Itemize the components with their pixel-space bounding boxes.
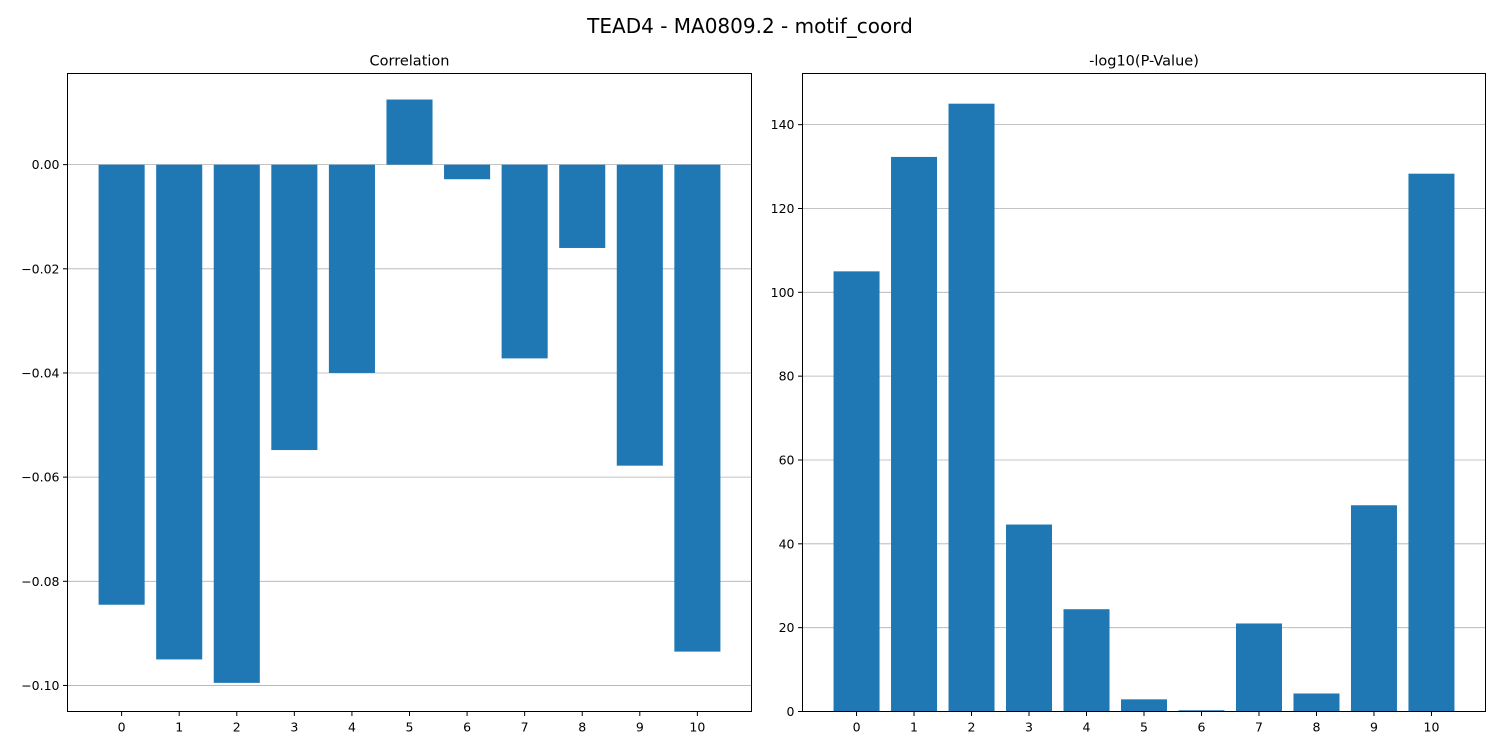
pvalue-ytick-label: 20 — [779, 620, 795, 635]
correlation-xtick-label: 4 — [348, 720, 356, 735]
pvalue-bar-4 — [1063, 609, 1110, 712]
pvalue-bar-9 — [1350, 505, 1397, 712]
correlation-panel: 0.00 −0.02 −0.04 −0.06 −0.08 −0.10 0 1 2 3 4 5 6 7 8 9 1… — [21, 54, 752, 735]
correlation-ytick-label: −0.08 — [21, 574, 59, 589]
pvalue-xtick-label: 0 — [853, 720, 861, 735]
pvalue-ytick-label: 0 — [787, 704, 795, 719]
pvalue-xtick-label: 10 — [1424, 720, 1440, 735]
pvalue-xtick-label: 2 — [968, 720, 976, 735]
correlation-bar-4 — [328, 164, 375, 373]
figure-title: TEAD4 - MA0809.2 - motif_coord — [586, 14, 913, 38]
correlation-ytick-label: −0.06 — [21, 470, 59, 485]
correlation-bar-0 — [98, 164, 145, 605]
pvalue-ytick-label: 40 — [779, 536, 795, 551]
pvalue-xtick-label: 1 — [910, 720, 918, 735]
correlation-bar-7 — [501, 164, 548, 359]
pvalue-ytick-label: 140 — [771, 117, 795, 132]
correlation-bar-1 — [156, 164, 203, 660]
correlation-ytick-label: −0.04 — [21, 365, 59, 380]
pvalue-ytick-label: 60 — [779, 452, 795, 467]
correlation-xtick-label: 6 — [463, 720, 471, 735]
correlation-ytick-label: 0.00 — [32, 157, 60, 172]
correlation-xtick-label: 3 — [290, 720, 298, 735]
correlation-ytick-label: −0.10 — [21, 678, 59, 693]
correlation-ytick-label: −0.02 — [21, 261, 59, 276]
pvalue-bar-6 — [1178, 710, 1225, 712]
correlation-bar-5 — [386, 99, 433, 165]
pvalue-bar-0 — [833, 271, 880, 712]
pvalue-ytick-label: 80 — [779, 369, 795, 384]
pvalue-xtick-label: 3 — [1025, 720, 1033, 735]
pvalue-bar-7 — [1235, 623, 1282, 712]
pvalue-bar-1 — [891, 156, 938, 712]
pvalue-xtick-label: 6 — [1198, 720, 1206, 735]
pvalue-xtick-label: 9 — [1370, 720, 1378, 735]
correlation-xtick-label: 2 — [233, 720, 241, 735]
pvalue-title: -log10(P-Value) — [1089, 54, 1199, 70]
correlation-xtick-label: 10 — [689, 720, 705, 735]
correlation-title: Correlation — [370, 54, 450, 70]
pvalue-panel: 0 20 40 60 80 100 120 140 0 1 2 3 4 5 6 7 8 9 10 -log10(P-V… — [771, 54, 1486, 735]
correlation-xtick-label: 8 — [578, 720, 586, 735]
pvalue-bar-2 — [948, 103, 995, 712]
correlation-xtick-label: 7 — [521, 720, 529, 735]
correlation-bar-2 — [213, 164, 260, 683]
correlation-xtick-label: 1 — [175, 720, 183, 735]
pvalue-xtick-label: 8 — [1312, 720, 1320, 735]
pvalue-bar-5 — [1121, 699, 1167, 712]
correlation-bar-6 — [444, 164, 491, 180]
pvalue-xtick-label: 5 — [1140, 720, 1148, 735]
correlation-bar-3 — [271, 164, 318, 451]
pvalue-xtick-label: 7 — [1255, 720, 1263, 735]
pvalue-ytick-label: 120 — [771, 201, 795, 216]
pvalue-ytick-label: 100 — [771, 285, 795, 300]
correlation-xtick-label: 0 — [118, 720, 126, 735]
correlation-xtick-label: 9 — [636, 720, 644, 735]
pvalue-bar-8 — [1293, 693, 1340, 712]
pvalue-xtick-label: 4 — [1083, 720, 1091, 735]
pvalue-bar-3 — [1006, 524, 1053, 712]
correlation-bar-9 — [616, 164, 663, 466]
correlation-bar-8 — [559, 164, 606, 248]
correlation-xtick-label: 5 — [406, 720, 414, 735]
correlation-bar-10 — [674, 164, 721, 652]
pvalue-bar-10 — [1408, 173, 1455, 712]
